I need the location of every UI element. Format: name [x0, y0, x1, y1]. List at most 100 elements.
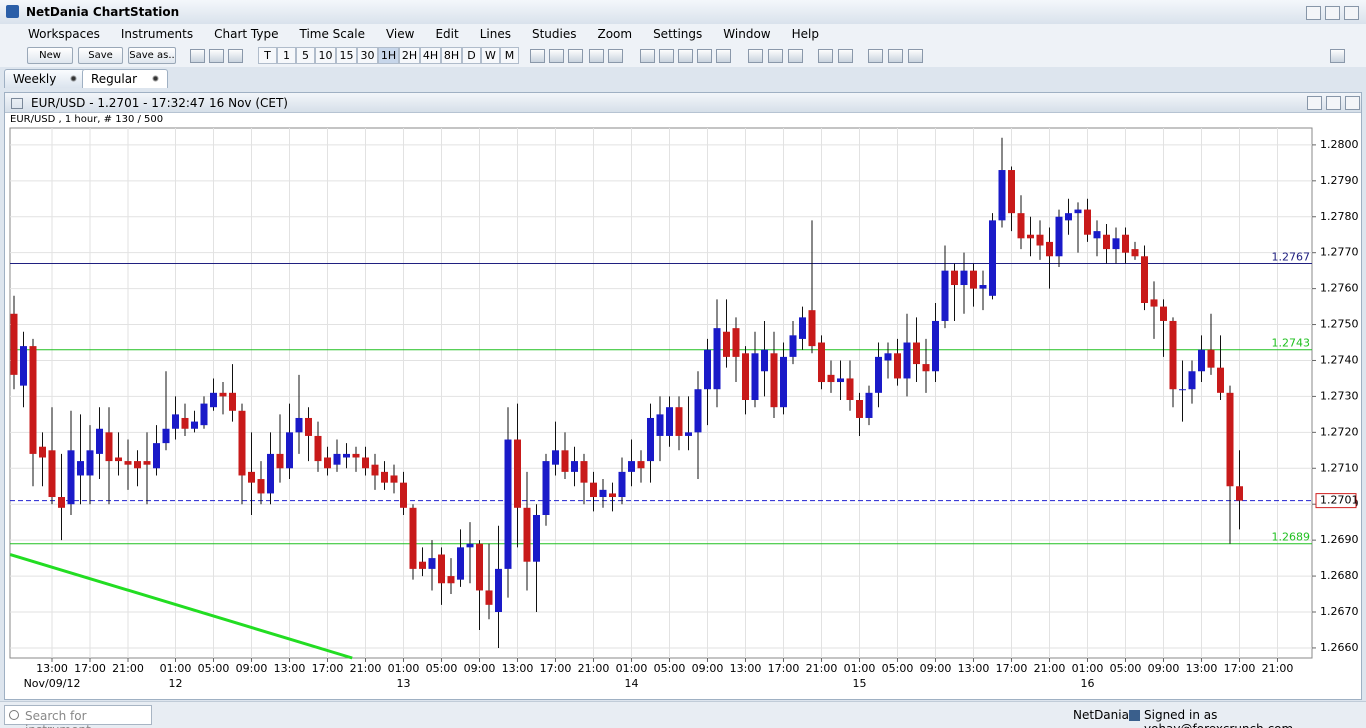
tab-close[interactable]: [70, 75, 77, 82]
y-tick-label: 1.2760: [1320, 282, 1359, 295]
toolbar-button[interactable]: Save: [78, 47, 123, 64]
candle-body: [1160, 306, 1167, 321]
menu-item[interactable]: Chart Type: [214, 26, 279, 41]
candle-body: [324, 457, 331, 469]
minimize-button[interactable]: [1306, 6, 1321, 20]
x-tick-label: 17:00: [74, 662, 106, 675]
candle-body: [523, 507, 531, 562]
y-tick-label: 1.2680: [1320, 569, 1359, 582]
y-tick-label: 1.2780: [1320, 210, 1359, 223]
period-button[interactable]: W: [481, 47, 500, 64]
menu-item[interactable]: Instruments: [120, 26, 194, 41]
toolbar-icon[interactable]: [1330, 49, 1345, 63]
toolbar-icon[interactable]: [228, 49, 243, 63]
candle-body: [1027, 234, 1034, 239]
period-button[interactable]: 8H: [441, 47, 462, 64]
candle-body: [229, 392, 236, 411]
search-box[interactable]: Search for instrument: [4, 705, 152, 728]
candle-body: [1226, 392, 1234, 487]
toolbar-icon[interactable]: [716, 49, 731, 63]
x-tick-label: 05:00: [654, 662, 686, 675]
x-tick-label: 21:00: [112, 662, 144, 675]
candle-body: [1065, 213, 1072, 221]
plot-area: [9, 127, 1313, 659]
candle-body: [134, 461, 141, 469]
toolbar-button[interactable]: Save as..: [128, 47, 176, 64]
menu-item[interactable]: Zoom: [597, 26, 633, 41]
toolbar-icon[interactable]: [568, 49, 583, 63]
candle-body: [86, 450, 94, 476]
menu-item[interactable]: Lines: [479, 26, 511, 41]
toolbar-icon[interactable]: [818, 49, 833, 63]
candle-body: [305, 417, 312, 436]
candle-body: [10, 313, 18, 375]
toolbar-icon[interactable]: [768, 49, 783, 63]
toolbar-icon[interactable]: [209, 49, 224, 63]
period-button[interactable]: 4H: [420, 47, 441, 64]
period-button[interactable]: M: [500, 47, 519, 64]
x-tick-label: 13:00: [502, 662, 534, 675]
y-tick-label: 1.2790: [1320, 174, 1359, 187]
candle-body: [1179, 389, 1186, 391]
candle-body: [932, 320, 939, 372]
toolbar-icon[interactable]: [190, 49, 205, 63]
menu-item[interactable]: Settings: [653, 26, 703, 41]
tab[interactable]: Weekly: [4, 69, 86, 88]
period-button[interactable]: 2H: [399, 47, 420, 64]
menu-item[interactable]: Edit: [435, 26, 459, 41]
toolbar-icon[interactable]: [549, 49, 564, 63]
candle-body: [599, 489, 607, 498]
candle-body: [362, 457, 369, 469]
period-button[interactable]: 30: [357, 47, 378, 64]
chart-minimize[interactable]: [1307, 96, 1322, 110]
toolbar-icon[interactable]: [838, 49, 853, 63]
candle-body: [286, 432, 293, 469]
period-button[interactable]: 10: [315, 47, 336, 64]
toolbar-icon[interactable]: [640, 49, 655, 63]
period-button[interactable]: 1H: [378, 47, 399, 64]
menu-item[interactable]: View: [385, 26, 415, 41]
x-tick-label: 05:00: [198, 662, 230, 675]
period-button[interactable]: 15: [336, 47, 357, 64]
period-button[interactable]: 5: [296, 47, 315, 64]
candle-body: [922, 364, 930, 372]
chart-close[interactable]: [1345, 96, 1360, 110]
menu-item[interactable]: Studies: [531, 26, 577, 41]
candle-body: [989, 220, 996, 296]
candle-body: [162, 428, 170, 444]
toolbar-icon[interactable]: [530, 49, 545, 63]
toolbar-icon[interactable]: [788, 49, 803, 63]
y-tick-label: 1.2660: [1320, 641, 1359, 654]
menu-item[interactable]: Help: [791, 26, 819, 41]
x-tick-label: 05:00: [426, 662, 458, 675]
tab[interactable]: Regular: [82, 69, 168, 88]
toolbar-button[interactable]: New: [27, 47, 73, 64]
candle-body: [124, 461, 132, 465]
toolbar-icon[interactable]: [589, 49, 604, 63]
maximize-button[interactable]: [1325, 6, 1340, 20]
tab-close[interactable]: [152, 75, 159, 82]
close-button[interactable]: [1344, 6, 1359, 20]
period-button[interactable]: 1: [277, 47, 296, 64]
toolbar-icon[interactable]: [697, 49, 712, 63]
candle-body: [590, 482, 597, 498]
candle-body: [153, 443, 160, 469]
toolbar-icon[interactable]: [748, 49, 763, 63]
toolbar-icon[interactable]: [908, 49, 923, 63]
chart-maximize[interactable]: [1326, 96, 1341, 110]
menu-item[interactable]: Time Scale: [299, 26, 365, 41]
toolbar-icon[interactable]: [868, 49, 883, 63]
candle-body: [837, 378, 844, 383]
period-button[interactable]: T: [258, 47, 277, 64]
candle-body: [485, 590, 493, 605]
menu-item[interactable]: Window: [723, 26, 771, 41]
toolbar-icon[interactable]: [678, 49, 693, 63]
toolbar-icon[interactable]: [659, 49, 674, 63]
toolbar-icon[interactable]: [608, 49, 623, 63]
toolbar-icon[interactable]: [888, 49, 903, 63]
candle-body: [29, 346, 37, 454]
candle-body: [533, 514, 540, 562]
candle-body: [913, 342, 920, 365]
period-button[interactable]: D: [462, 47, 481, 64]
menu-item[interactable]: Workspaces: [28, 26, 100, 41]
